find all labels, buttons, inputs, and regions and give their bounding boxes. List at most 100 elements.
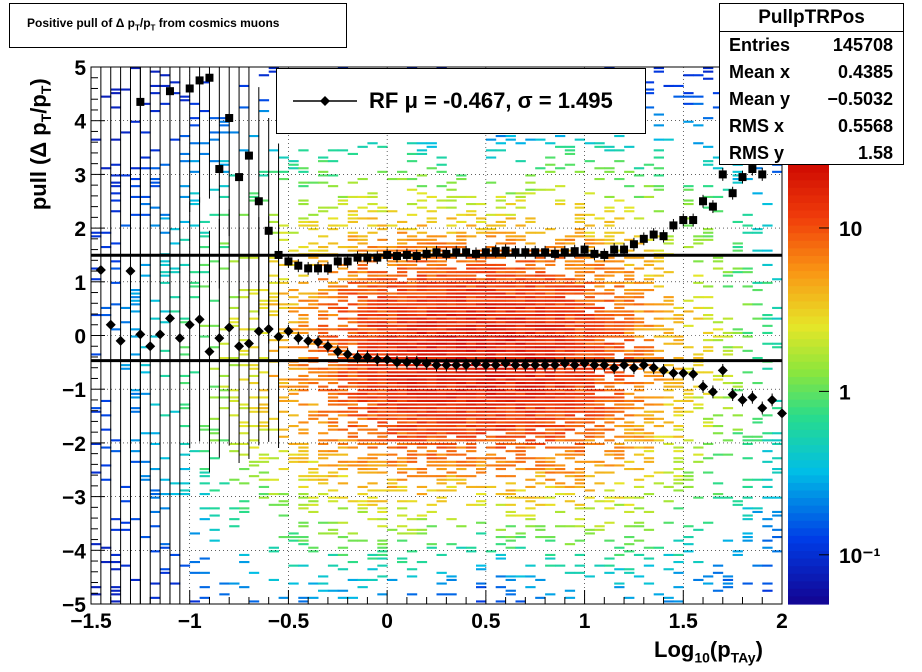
mean-marker xyxy=(520,360,531,371)
color-scale-segment xyxy=(788,551,829,560)
color-scale-segment xyxy=(788,308,829,318)
color-scale-segment xyxy=(788,331,829,340)
mean-marker xyxy=(273,331,284,342)
sigma-marker xyxy=(195,76,204,85)
y-tick-label: 1 xyxy=(74,272,86,295)
mean-marker xyxy=(628,362,639,373)
data-markers xyxy=(95,73,787,419)
color-scale-segment xyxy=(788,505,829,514)
stats-box: PullpTRPos Entries 145708 Mean x 0.4385 Me… xyxy=(719,3,904,165)
sigma-marker xyxy=(353,253,362,262)
mean-marker xyxy=(530,360,541,371)
sigma-marker xyxy=(244,151,253,160)
sigma-marker xyxy=(215,165,224,174)
sigma-marker xyxy=(264,226,273,235)
sigma-marker xyxy=(649,230,658,239)
sigma-marker xyxy=(452,248,461,257)
y-tick-label: 4 xyxy=(74,111,86,134)
mean-marker xyxy=(589,360,600,371)
color-scale-segment xyxy=(788,180,829,189)
x-tick-label: 1.5 xyxy=(669,610,699,633)
x-tick-label: 1 xyxy=(579,610,591,633)
sigma-marker xyxy=(708,202,717,211)
color-scale-segment xyxy=(788,573,829,582)
color-scale-segment xyxy=(788,248,829,257)
color-scale-segment xyxy=(788,301,829,310)
mean-marker xyxy=(243,338,254,349)
chart-title: Positive pull of Δ pT/pT from cosmics mu… xyxy=(9,3,347,48)
sigma-marker xyxy=(304,264,313,273)
color-scale-segment xyxy=(788,210,829,219)
mean-marker xyxy=(510,360,521,371)
color-scale-bar: 10 1 10⁻¹ xyxy=(788,150,880,605)
sigma-marker xyxy=(689,216,698,225)
color-scale-segment xyxy=(788,354,829,363)
mean-marker xyxy=(164,313,175,324)
stats-row-mean-x: Mean x 0.4385 xyxy=(729,62,893,82)
color-scale-segment xyxy=(788,233,829,242)
sigma-marker xyxy=(521,248,530,257)
sigma-marker xyxy=(333,257,342,266)
mean-marker xyxy=(105,319,116,330)
color-scale-segment xyxy=(788,414,829,423)
color-scale-segment xyxy=(788,286,829,295)
sigma-marker xyxy=(294,261,303,270)
sigma-marker xyxy=(412,252,421,261)
mean-marker xyxy=(609,362,620,373)
mean-marker xyxy=(549,360,560,371)
color-scale-segment xyxy=(788,339,829,348)
mean-marker xyxy=(441,360,452,371)
mean-marker xyxy=(352,351,363,362)
sigma-marker xyxy=(728,189,737,198)
sigma-marker xyxy=(432,248,441,257)
mean-marker xyxy=(253,326,264,337)
mean-marker xyxy=(500,358,511,369)
x-tick-label: −0.5 xyxy=(268,610,310,633)
color-scale-segment xyxy=(788,460,829,469)
color-scale-segment xyxy=(788,528,829,537)
y-tick-label: 3 xyxy=(74,164,86,187)
sigma-marker xyxy=(738,173,747,182)
color-scale-segment xyxy=(788,399,829,408)
sigma-marker xyxy=(205,73,214,82)
color-scale-segment xyxy=(788,392,829,401)
color-scale-segment xyxy=(788,543,829,552)
stats-row-mean-y: Mean y −0.5032 xyxy=(729,89,893,109)
mean-marker xyxy=(470,358,481,369)
sigma-marker xyxy=(373,253,382,262)
color-scale-segment xyxy=(788,558,829,567)
color-scale-label: 10 xyxy=(839,218,862,241)
legend-marker-icon xyxy=(293,96,357,106)
mean-marker xyxy=(767,394,778,405)
y-tick-label: −2 xyxy=(62,433,86,456)
color-scale-segment xyxy=(788,445,829,454)
legend: RF μ = -0.467, σ = 1.495 xyxy=(276,68,646,134)
y-tick-label: −1 xyxy=(62,379,86,402)
mean-marker xyxy=(145,341,156,352)
mean-marker xyxy=(293,333,304,344)
mean-marker xyxy=(125,266,136,277)
mean-marker xyxy=(559,358,570,369)
sigma-marker xyxy=(254,197,263,206)
mean-marker xyxy=(382,354,393,365)
color-scale-label: 1 xyxy=(839,381,851,404)
mean-marker xyxy=(579,358,590,369)
mean-marker xyxy=(224,322,235,333)
mean-marker xyxy=(540,360,551,371)
mean-marker xyxy=(372,354,383,365)
mean-marker xyxy=(401,357,412,368)
mean-marker xyxy=(638,360,649,371)
mean-marker xyxy=(204,346,215,357)
mean-marker xyxy=(698,381,709,392)
mean-marker xyxy=(421,358,432,369)
mean-marker xyxy=(747,392,758,403)
stats-title: PullpTRPos xyxy=(720,4,903,32)
mean-marker xyxy=(480,360,491,371)
stats-row-entries: Entries 145708 xyxy=(729,35,893,55)
sigma-marker xyxy=(462,248,471,257)
mean-marker xyxy=(757,402,768,413)
color-scale-segment xyxy=(788,452,829,461)
x-tick-label: 0 xyxy=(381,610,393,633)
color-scale-segment xyxy=(788,407,829,416)
